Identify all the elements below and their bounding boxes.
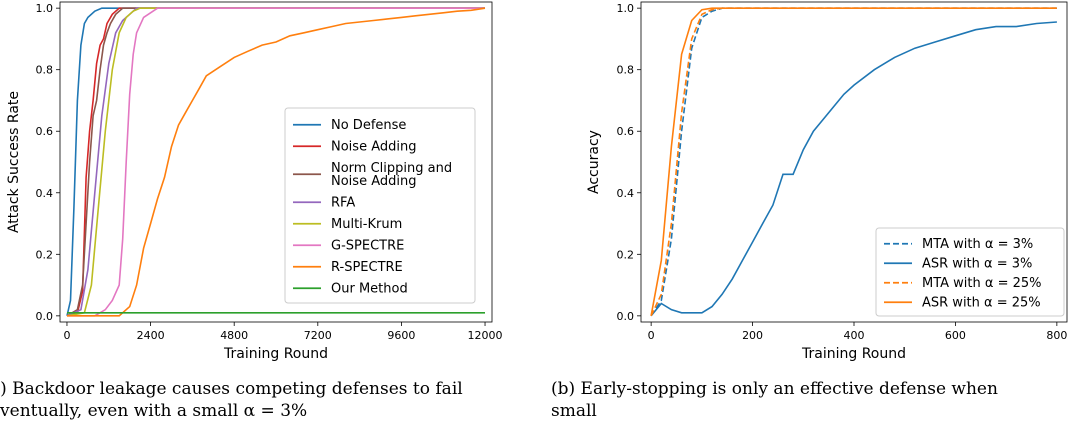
legend-label: MTA with α = 25% [922, 276, 1042, 291]
x-tick-label: 7200 [304, 329, 332, 342]
x-tick-label: 2400 [137, 329, 165, 342]
y-axis-label: Attack Success Rate [6, 91, 22, 233]
series-line-0-1 [66, 7, 485, 317]
series-line-1-1 [650, 21, 1057, 317]
series-line-0-5 [67, 7, 485, 317]
x-tick-label: 9600 [387, 329, 415, 342]
legend-box [875, 227, 1065, 317]
series-line-0-6 [67, 7, 486, 317]
series-line-0-2 [66, 7, 485, 317]
chart-b: 0 200 400 600 800 0.0 0.2 0.4 0.6 0.8 1.0 Training … [586, 1, 1068, 362]
x-tick-label: 800 [1046, 329, 1067, 342]
y-tick-label: 0.6 [36, 125, 54, 138]
series-line-0-0 [66, 7, 485, 316]
series-line-1-0 [650, 7, 1057, 317]
legend-label: No Defense [331, 118, 406, 133]
y-tick-label: 0.8 [617, 64, 635, 77]
y-tick-label: 0.0 [617, 310, 635, 323]
legend-label: Norm Clipping and Noise Adding [331, 161, 452, 189]
y-tick-label: 1.0 [617, 2, 635, 15]
y-tick-label: 0.4 [36, 187, 54, 200]
legend-label-line: Norm Clipping and [331, 161, 452, 176]
legend-label: Multi-Krum [331, 217, 402, 232]
y-tick-label: 0.0 [36, 310, 54, 323]
x-tick-label: 4800 [220, 329, 248, 342]
legend-label-line: Noise Adding [331, 174, 416, 189]
y-tick-label: 1.0 [36, 2, 54, 15]
legend-label: ASR with α = 25% [922, 295, 1041, 310]
legend-label: G-SPECTRE [331, 238, 404, 253]
y-tick-label: 0.8 [36, 64, 54, 77]
x-axis-label: Training Round [801, 346, 906, 362]
plot-frame [59, 1, 493, 323]
legend-label: Noise Adding [331, 139, 416, 154]
x-tick-label: 600 [945, 329, 966, 342]
x-tick-label: 200 [742, 329, 763, 342]
legend-label: Our Method [331, 281, 408, 296]
legend-label: MTA with α = 3% [922, 237, 1033, 252]
caption-a: a) Backdoor leakage causes competing def… [0, 379, 463, 421]
legend-label: R-SPECTRE [331, 260, 403, 275]
caption-b: (b) Early-stopping is only an effective … [551, 379, 998, 421]
legend-label: ASR with α = 3% [922, 256, 1032, 271]
x-tick-label: 0 [648, 329, 655, 342]
series-line-0-4 [66, 7, 485, 317]
series-line-1-3 [650, 7, 1057, 316]
x-tick-label: 0 [63, 329, 70, 342]
y-tick-label: 0.2 [36, 248, 54, 261]
y-axis-label: Accuracy [586, 130, 602, 194]
x-tick-label: 12000 [468, 329, 503, 342]
y-tick-label: 0.4 [617, 187, 635, 200]
x-axis-label: Training Round [223, 346, 328, 362]
chart-a: 0 2400 4800 7200 9600 12000 0.0 0.2 0.4 0.6 0.8 1.0… [6, 1, 503, 362]
legend-label: RFA [331, 195, 355, 210]
y-tick-label: 0.2 [617, 248, 635, 261]
legend-box [284, 107, 476, 304]
x-tick-label: 400 [844, 329, 865, 342]
y-tick-label: 0.6 [617, 125, 635, 138]
